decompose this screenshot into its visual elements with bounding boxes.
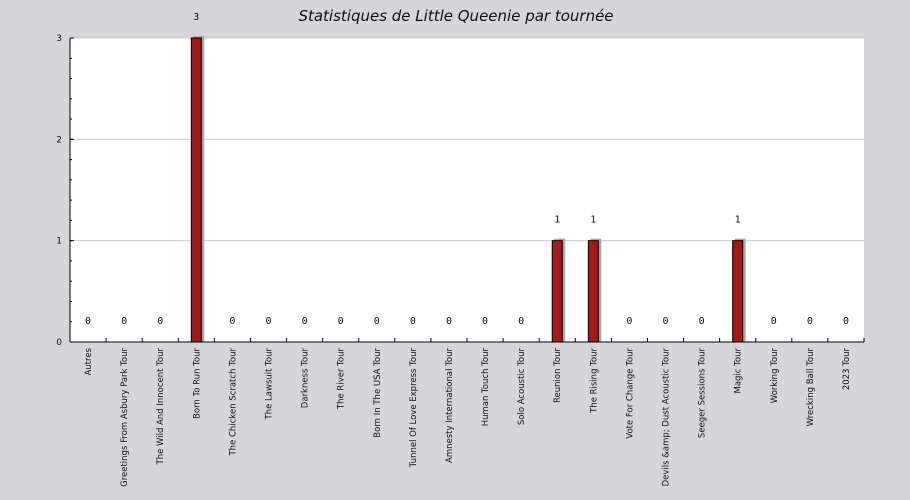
x-tick-label: Vote For Change Tour — [625, 348, 635, 439]
value-labels: 0 0 0 3 0 0 0 0 0 0 0 0 0 1 1 0 0 0 1 0 0 0 — [85, 12, 849, 327]
value-label: 0 — [699, 316, 705, 327]
x-tick-label: The Wild And Innocent Tour — [156, 348, 166, 466]
x-tick-label: The Rising Tour — [589, 348, 599, 414]
x-tick-label: Autres — [84, 347, 94, 375]
value-label: 0 — [121, 316, 127, 327]
value-label: 0 — [265, 316, 271, 327]
x-tick-label: 2023 Tour — [842, 348, 852, 391]
y-tick-label: 3 — [56, 34, 62, 44]
value-label: 0 — [482, 316, 488, 327]
value-label: 3 — [193, 12, 199, 23]
y-tick-label: 1 — [56, 237, 62, 247]
axes — [69, 37, 865, 343]
value-label: 0 — [157, 316, 163, 327]
value-label: 0 — [338, 316, 344, 327]
x-tick-label: The Chicken Scratch Tour — [228, 348, 238, 457]
bar — [551, 240, 563, 343]
value-label: 1 — [554, 215, 560, 226]
y-tick-label: 2 — [56, 135, 62, 145]
value-label: 1 — [735, 215, 741, 226]
value-label: 0 — [85, 316, 91, 327]
x-tick-label: Greetings From Asbury Park Tour — [120, 348, 130, 487]
x-tick-label: Born To Run Tour — [192, 348, 202, 419]
value-label: 0 — [229, 316, 235, 327]
x-tick-label: Magic Tour — [734, 348, 744, 394]
value-label: 0 — [374, 316, 380, 327]
x-tick-label: Reunion Tour — [553, 348, 563, 404]
value-label: 0 — [302, 316, 308, 327]
value-label: 0 — [807, 316, 813, 327]
value-label: 0 — [662, 316, 668, 327]
bar — [190, 37, 202, 343]
x-tick-label: Wrecking Ball Tour — [806, 348, 816, 427]
x-tick-label: Seeger Sessions Tour — [698, 348, 708, 439]
x-tick-label: Tunnel Of Love Express Tour — [409, 348, 419, 469]
x-tick-label: Born In The USA Tour — [373, 348, 383, 438]
value-label: 0 — [518, 316, 524, 327]
y-tick-labels: 0 1 2 3 — [56, 34, 62, 348]
value-label: 0 — [771, 316, 777, 327]
value-label: 0 — [843, 316, 849, 327]
chart-title: Statistiques de Little Queenie par tourn… — [298, 7, 613, 25]
value-label: 0 — [626, 316, 632, 327]
x-tick-label: Devils &amp; Dust Acoustic Tour — [662, 347, 672, 486]
x-tick-label: Darkness Tour — [301, 348, 311, 409]
x-tick-label: The River Tour — [337, 348, 347, 411]
value-label: 0 — [446, 316, 452, 327]
x-tick-label: Working Tour — [770, 347, 780, 403]
value-label: 1 — [590, 215, 596, 226]
x-tick-label: Solo Acoustic Tour — [517, 348, 527, 426]
x-tick-label: Amnesty International Tour — [445, 348, 455, 463]
x-tick-label: The Lawsuit Tour — [265, 347, 275, 420]
bar — [732, 240, 744, 343]
value-label: 0 — [410, 316, 416, 327]
y-tick-label: 0 — [56, 338, 62, 348]
bar — [587, 240, 599, 343]
x-tick-labels: Autres Greetings From Asbury Park Tour The… — [84, 347, 852, 486]
x-tick-label: Human Touch Tour — [481, 348, 491, 427]
